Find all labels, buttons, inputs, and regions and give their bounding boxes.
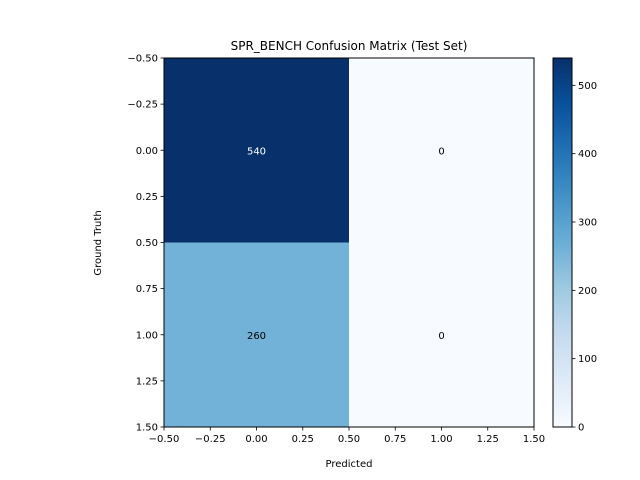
y-tick-label: −0.25: [127, 100, 158, 111]
colorbar-tick-label: 200: [578, 286, 597, 297]
x-tick-label: 0.50: [338, 434, 360, 445]
heatmap-cell-r1-c1: [349, 242, 534, 427]
y-axis: −0.50 −0.25 0.00 0.25 0.50 0.75 1.00 1.25 1.50: [127, 54, 164, 434]
x-tick-label: −0.50: [149, 434, 180, 445]
x-tick-label: 0.25: [292, 434, 314, 445]
y-tick-label: 1.00: [136, 330, 158, 341]
y-tick-label: 0.00: [136, 146, 158, 157]
colorbar-gradient: [552, 57, 573, 428]
y-axis-label: Ground Truth: [93, 210, 104, 275]
heatmap-cell-r0-c1: [349, 58, 534, 243]
x-tick-label: −0.25: [195, 434, 226, 445]
x-tick-label: 0.00: [245, 434, 267, 445]
cell-label-r0-c1: 0: [438, 146, 444, 157]
y-tick-label: 0.50: [136, 238, 158, 249]
colorbar-tick-label: 0: [578, 423, 584, 434]
x-tick-label: 1.50: [523, 434, 545, 445]
x-tick-label: 0.75: [384, 434, 406, 445]
cell-label-r1-c0: 260: [247, 331, 266, 342]
colorbar-tick-label: 100: [578, 354, 597, 365]
y-tick-label: −0.50: [127, 54, 158, 65]
colorbar-tick-label: 500: [578, 81, 597, 92]
y-tick-label: 1.25: [136, 376, 158, 387]
heatmap-cell-r1-c0: [164, 242, 349, 427]
x-axis-label: Predicted: [326, 459, 373, 470]
y-tick-label: 1.50: [136, 423, 158, 434]
x-axis: −0.50 −0.25 0.00 0.25 0.50 0.75 1.00 1.25 1.50: [149, 427, 545, 445]
colorbar-tick-label: 400: [578, 149, 597, 160]
y-tick-label: 0.75: [136, 284, 158, 295]
heatmap-cell-r0-c0: [164, 58, 349, 243]
x-tick-label: 1.25: [477, 434, 499, 445]
chart-title: SPR_BENCH Confusion Matrix (Test Set): [231, 39, 468, 53]
colorbar-tick-label: 300: [578, 218, 597, 229]
cell-label-r0-c0: 540: [247, 146, 266, 157]
colorbar: 0 100 200 300 400 500: [552, 57, 597, 434]
colorbar-ticks: 0 100 200 300 400 500: [572, 81, 597, 434]
y-tick-label: 0.25: [136, 192, 158, 203]
cell-label-r1-c1: 0: [438, 331, 444, 342]
heatmap-cell-labels: 540 0 260 0: [247, 146, 445, 342]
heatmap-cells: [164, 58, 534, 427]
x-tick-label: 1.00: [430, 434, 452, 445]
